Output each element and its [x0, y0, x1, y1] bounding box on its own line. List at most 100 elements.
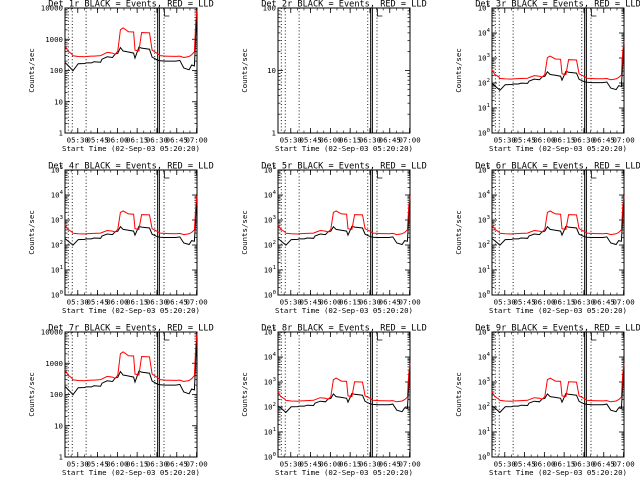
- panel-det-2r: Det 2r BLACK = Events, RED = LLD 1 10 100 05…: [240, 0, 427, 153]
- y-tick-label: 105: [264, 165, 276, 175]
- events-series-line: [277, 192, 411, 246]
- attenuator-state-glyph: [590, 9, 597, 17]
- axes-frame: [64, 7, 198, 134]
- x-tick-label: 06:45: [166, 460, 188, 469]
- y-tick-label: 104: [264, 352, 277, 362]
- x-tick-label: 05:30: [280, 136, 302, 145]
- y-tick-base: 10: [478, 129, 487, 138]
- y-tick-exponent: 3: [60, 215, 63, 221]
- y-tick-base: 10: [51, 241, 60, 250]
- panel-det-9r: Det 9r BLACK = Events, RED = LLD10010110…: [454, 324, 640, 478]
- y-tick-exponent: 4: [273, 352, 277, 358]
- y-tick-exponent: 1: [487, 427, 490, 433]
- y-tick-exponent: 2: [487, 240, 490, 246]
- y-tick-label: 101: [478, 103, 490, 113]
- x-tick-label: 07:00: [185, 298, 207, 307]
- x-tick-label: 06:15: [553, 136, 575, 145]
- panel-title: Det 2r BLACK = Events, RED = LLD: [261, 0, 427, 10]
- lld-series-line: [491, 41, 625, 81]
- y-tick-base: 10: [478, 428, 487, 437]
- y-tick-label: 101: [478, 265, 490, 275]
- x-tick-label: 06:00: [533, 136, 555, 145]
- x-tick-label: 06:15: [339, 460, 361, 469]
- x-tick-label: 06:00: [533, 460, 555, 469]
- y-tick-label: 101: [478, 427, 490, 437]
- x-tick-label: 06:30: [146, 298, 168, 307]
- y-tick-exponent: 3: [273, 377, 276, 383]
- y-tick-base: 10: [478, 166, 487, 175]
- y-tick-exponent: 4: [273, 190, 277, 196]
- y-tick-exponent: 1: [60, 265, 63, 271]
- y-tick-exponent: 4: [487, 352, 491, 358]
- x-axis-label: Start Time (02-Sep-03 05:20:20): [275, 144, 413, 153]
- y-tick-exponent: 2: [487, 78, 490, 84]
- x-tick-label: 05:45: [299, 136, 321, 145]
- y-tick-exponent: 4: [487, 28, 491, 34]
- y-tick-base: 10: [264, 353, 273, 362]
- y-tick-base: 10: [478, 291, 487, 300]
- attenuator-state-glyph: [590, 171, 597, 179]
- y-tick-base: 10: [264, 428, 273, 437]
- axes-frame: [64, 169, 198, 296]
- axes-frame: [277, 331, 411, 458]
- x-axis-label: Start Time (02-Sep-03 05:20:20): [62, 306, 200, 315]
- y-tick-label: 102: [264, 240, 276, 250]
- axes-frame: [491, 169, 625, 296]
- y-tick-base: 10: [264, 328, 273, 337]
- events-series-line: [491, 192, 625, 246]
- y-tick-label: 101: [264, 265, 276, 275]
- y-tick-base: 10: [264, 378, 273, 387]
- y-tick-label: 10000: [41, 4, 63, 13]
- x-tick-label: 06:30: [359, 298, 381, 307]
- y-axis-label: Counts/sec: [27, 210, 36, 255]
- y-tick-label: 100: [51, 290, 63, 300]
- y-tick-base: 10: [478, 29, 487, 38]
- y-tick-base: 10: [51, 216, 60, 225]
- y-tick-label: 104: [478, 28, 491, 38]
- x-tick-label: 05:45: [513, 136, 535, 145]
- y-tick-base: 10: [264, 241, 273, 250]
- y-tick-base: 10: [51, 191, 60, 200]
- x-axis-label: Start Time (02-Sep-03 05:20:20): [62, 144, 200, 153]
- x-tick-label: 06:15: [553, 298, 575, 307]
- x-tick-label: 05:30: [67, 460, 89, 469]
- y-tick-exponent: 1: [273, 265, 276, 271]
- y-tick-base: 10: [478, 79, 487, 88]
- x-tick-label: 06:30: [146, 460, 168, 469]
- y-tick-exponent: 5: [60, 165, 63, 171]
- y-tick-label: 103: [264, 215, 276, 225]
- x-tick-label: 05:30: [494, 460, 516, 469]
- y-tick-base: 10: [478, 266, 487, 275]
- x-tick-label: 05:45: [513, 298, 535, 307]
- y-tick-exponent: 2: [60, 240, 63, 246]
- y-tick-base: 10: [264, 403, 273, 412]
- x-tick-label: 07:00: [612, 298, 634, 307]
- y-tick-base: 10: [51, 291, 60, 300]
- lld-series-line: [277, 196, 411, 236]
- y-axis-label: Counts/sec: [27, 372, 36, 417]
- y-tick-exponent: 2: [273, 402, 276, 408]
- x-tick-label: 07:00: [398, 298, 420, 307]
- y-tick-exponent: 1: [487, 265, 490, 271]
- y-tick-base: 10: [478, 453, 487, 462]
- panel-title: Det 3r BLACK = Events, RED = LLD: [475, 0, 640, 10]
- axes-frame: [491, 331, 625, 458]
- x-tick-label: 06:00: [533, 298, 555, 307]
- attenuator-state-glyph: [376, 333, 383, 341]
- x-tick-label: 07:00: [185, 136, 207, 145]
- panel-title: Det 4r BLACK = Events, RED = LLD: [48, 162, 214, 172]
- axes-frame: [277, 7, 411, 134]
- panel-det-5r: Det 5r BLACK = Events, RED = LLD10010110…: [240, 162, 427, 316]
- y-tick-label: 100: [478, 290, 490, 300]
- y-tick-base: 10: [478, 104, 487, 113]
- x-tick-label: 06:00: [106, 298, 128, 307]
- x-tick-label: 06:15: [339, 136, 361, 145]
- attenuator-state-glyph: [590, 333, 597, 341]
- x-tick-label: 05:30: [280, 298, 302, 307]
- panel-det-7r: Det 7r BLACK = Events, RED = LLD 1 10 100 10…: [27, 324, 214, 478]
- events-series-line: [491, 38, 625, 92]
- y-tick-label: 100: [263, 4, 276, 13]
- panel-det-3r: Det 3r BLACK = Events, RED = LLD10010110…: [454, 0, 640, 153]
- x-tick-label: 06:30: [146, 136, 168, 145]
- y-tick-label: 100: [478, 452, 490, 462]
